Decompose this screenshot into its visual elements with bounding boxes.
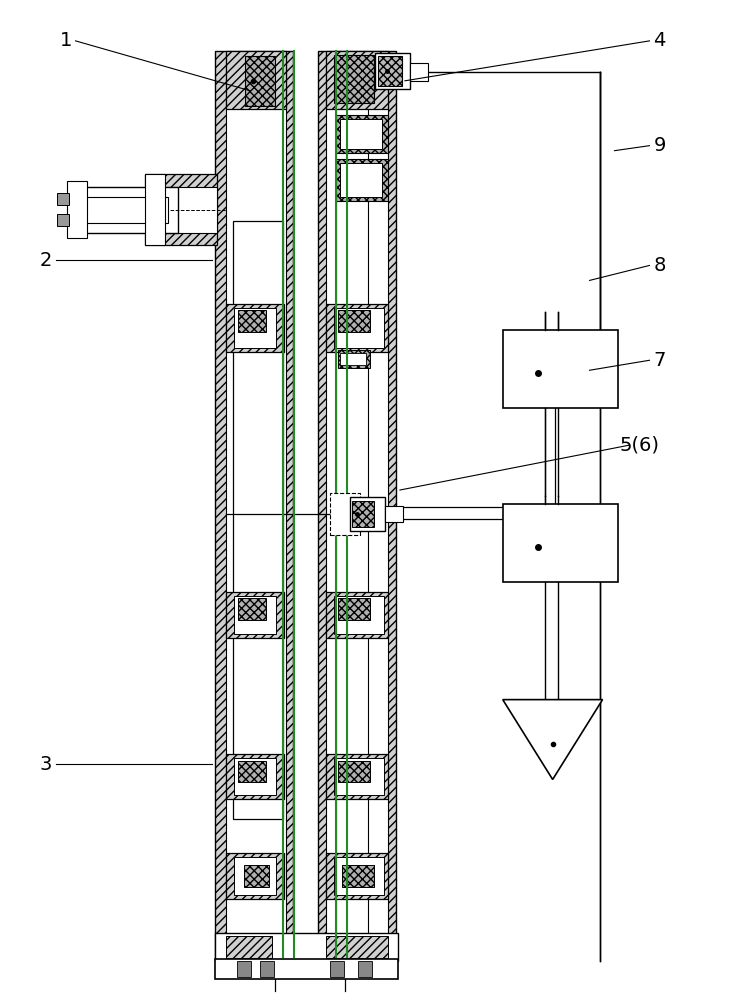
Bar (227, 51, 286, 109)
Bar (156, 187, 217, 233)
Bar (145, 174, 165, 245)
Bar (227, 304, 284, 352)
Bar (350, 497, 385, 531)
Bar (227, 936, 272, 958)
Bar (338, 598, 370, 620)
Text: 8: 8 (654, 256, 666, 275)
Bar (338, 350, 370, 368)
Text: 1: 1 (59, 31, 72, 50)
Bar (326, 53, 388, 957)
Bar (330, 961, 344, 977)
Bar (318, 51, 396, 961)
Text: 7: 7 (654, 351, 666, 370)
Bar (238, 961, 251, 977)
Bar (260, 961, 274, 977)
Bar (410, 63, 428, 81)
Bar (238, 761, 266, 782)
Bar (56, 214, 69, 226)
Bar (234, 857, 276, 895)
Bar (245, 56, 275, 106)
Bar (326, 754, 388, 799)
Bar (340, 163, 382, 197)
Bar (378, 56, 402, 86)
Text: 2: 2 (39, 251, 52, 270)
Bar (336, 53, 368, 957)
Bar (244, 865, 269, 887)
Bar (234, 596, 276, 634)
Bar (233, 221, 283, 819)
Bar (385, 506, 403, 522)
Bar (56, 193, 69, 205)
Bar (227, 53, 286, 957)
Bar (145, 174, 217, 245)
Bar (340, 353, 366, 365)
Bar (326, 51, 388, 109)
Bar (238, 310, 266, 332)
Bar (358, 961, 372, 977)
Bar (326, 304, 388, 352)
Bar (227, 853, 284, 899)
Bar (342, 865, 374, 887)
Bar (340, 119, 382, 149)
Bar (334, 596, 384, 634)
Bar (234, 308, 276, 348)
Text: 4: 4 (654, 31, 666, 50)
Bar (227, 754, 284, 799)
Bar (238, 598, 266, 620)
Bar (326, 592, 388, 638)
Text: 3: 3 (39, 755, 52, 774)
Bar (216, 959, 398, 979)
Bar (78, 197, 168, 223)
Text: 5(6): 5(6) (619, 436, 659, 455)
Bar (326, 936, 388, 958)
Bar (69, 187, 178, 233)
Bar (330, 493, 360, 535)
Text: 9: 9 (654, 136, 666, 155)
Bar (352, 501, 374, 527)
Bar (216, 51, 293, 961)
Bar (375, 53, 410, 89)
Bar (336, 159, 388, 201)
Bar (338, 761, 370, 782)
Bar (334, 857, 384, 895)
Bar (334, 308, 384, 348)
Polygon shape (503, 700, 602, 779)
Bar (334, 55, 374, 103)
Bar (338, 310, 370, 332)
Bar (234, 758, 276, 795)
Bar (216, 933, 398, 961)
Bar (334, 758, 384, 795)
Bar (227, 592, 284, 638)
Bar (67, 181, 86, 238)
Bar (336, 115, 388, 153)
Bar (503, 504, 618, 582)
Bar (326, 853, 388, 899)
Bar (503, 330, 618, 408)
